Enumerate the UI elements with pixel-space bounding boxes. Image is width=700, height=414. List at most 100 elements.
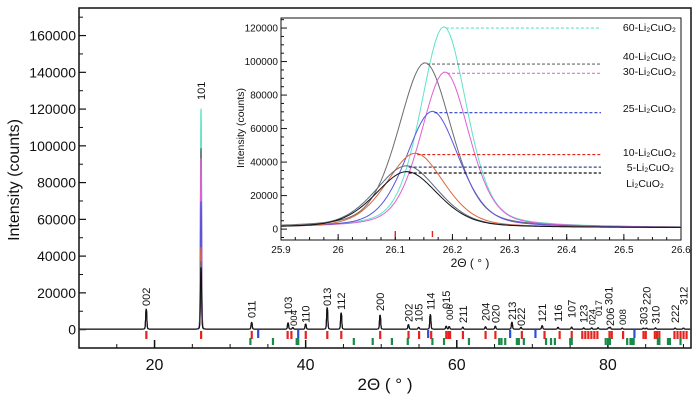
series-label: 40-Li₂CuO₂ [623, 51, 676, 63]
inset-x-tick-label: 25.9 [271, 245, 291, 256]
reference-tick-red [676, 331, 679, 339]
inset-y-tick-label: 60000 [250, 124, 278, 135]
inset-x-tick-label: 26.4 [557, 245, 577, 256]
inset-y-tick-label: 0 [272, 225, 278, 236]
inset-plot: 25.9 26 26.1 26.2 26.3 26.4 26.5 26.6 0 20000 4000… [230, 9, 691, 271]
inset-x-tick-label: 26.2 [443, 245, 463, 256]
peak-label-213: 213 [507, 302, 519, 320]
reference-tick-red [642, 331, 645, 339]
reference-tick-red [581, 331, 584, 339]
peak-label-220: 220 [641, 287, 653, 305]
reference-tick-red [584, 331, 587, 339]
peak-label-112: 112 [336, 292, 348, 310]
reference-tick-red [448, 331, 452, 339]
reference-tick-red [407, 331, 410, 339]
reference-tick-red [418, 331, 421, 339]
reference-tick-red [200, 331, 203, 339]
reference-tick-red [682, 331, 685, 339]
y-tick-label: 60000 [37, 211, 76, 227]
peak-label-312: 312 [678, 287, 690, 305]
series-label: 60-Li₂CuO₂ [623, 22, 676, 34]
x-tick-label: 60 [448, 357, 466, 374]
inset-y-tick-label: 20000 [250, 191, 278, 202]
inset-x-tick-label: 26.6 [671, 245, 691, 256]
inset-reference-tick [394, 231, 396, 237]
reference-tick-red [590, 331, 593, 339]
peak-label-200: 200 [375, 293, 387, 311]
inset-x-axis-label: 2Θ ( ° ) [451, 256, 490, 270]
reference-tick-red [593, 331, 596, 339]
reference-tick-red [644, 331, 647, 339]
reference-tick-green [371, 338, 374, 345]
reference-tick-green [271, 338, 275, 345]
inset-y-axis-label: Intensity (counts) [235, 88, 247, 168]
series-label: 25-Li₂CuO₂ [623, 103, 676, 115]
peak-label-206: 206 [605, 308, 617, 326]
reference-tick-red [679, 331, 682, 339]
x-tick-label: 80 [599, 357, 617, 374]
y-tick-label: 120000 [29, 101, 76, 117]
peak-label-008: 008 [618, 309, 629, 325]
reference-tick-green [553, 338, 556, 345]
main-pattern-line [79, 267, 691, 330]
reference-tick-green [498, 338, 501, 345]
reference-tick-green [500, 338, 503, 345]
series-label: Li₂CuO₂ [626, 178, 664, 190]
reference-tick-red [145, 331, 148, 339]
reference-tick-blue [509, 330, 512, 338]
reference-tick-red [653, 331, 656, 339]
peak-label-022: 022 [516, 308, 528, 326]
reference-tick-green [522, 338, 525, 345]
reference-tick-red [304, 331, 307, 339]
reference-tick-red [570, 331, 573, 339]
inset-y-tick-label: 40000 [250, 158, 278, 169]
reference-tick-green [297, 338, 300, 345]
y-tick-label: 160000 [29, 28, 76, 44]
reference-tick-red [250, 331, 253, 339]
reference-tick-blue [633, 330, 636, 338]
reference-tick-green [666, 338, 670, 345]
reference-tick-green [569, 338, 572, 345]
reference-tick-green [570, 338, 573, 345]
reference-tick-red [340, 331, 343, 339]
series-label: 5-Li₂CuO₂ [627, 162, 674, 174]
reference-tick-red [543, 331, 546, 339]
reference-tick-green [631, 338, 634, 345]
reference-tick-green [656, 338, 659, 345]
peak-label-211: 211 [458, 305, 470, 323]
peak-label-006: 006 [445, 304, 456, 320]
series-label: 10-Li₂CuO₂ [623, 147, 676, 159]
peak-label-310: 310 [650, 306, 662, 324]
reference-tick-green [549, 338, 553, 345]
reference-tick-green [629, 338, 632, 345]
reference-tick-red [379, 331, 382, 339]
reference-tick-green [668, 338, 672, 345]
peak-label-024: 024 [588, 309, 599, 325]
peak-label-116: 116 [553, 304, 565, 322]
reference-tick-red [484, 331, 487, 339]
reference-tick-red [494, 331, 497, 339]
reference-tick-red [447, 331, 450, 339]
peak-label-222: 222 [670, 305, 682, 323]
reference-tick-red [658, 331, 661, 339]
main-y-axis-label: Intensity (counts) [6, 119, 23, 241]
peak-label-114: 114 [425, 292, 437, 310]
reference-tick-blue [534, 330, 537, 338]
peak-label-013: 013 [322, 288, 334, 306]
reference-tick-green [626, 338, 629, 345]
y-tick-label: 40000 [37, 248, 76, 264]
reference-tick-green [544, 338, 548, 345]
reference-tick-blue [257, 330, 260, 338]
peak-label-015: 015 [441, 291, 453, 309]
series-label: 30-Li₂CuO₂ [623, 66, 676, 78]
reference-tick-red [656, 331, 659, 339]
reference-tick-green [632, 338, 635, 345]
inset-y-tick-label: 100000 [245, 57, 279, 68]
reference-tick-red [286, 331, 289, 339]
peak-label-303: 303 [638, 307, 650, 325]
reference-tick-red [445, 331, 448, 339]
x-tick-label: 20 [146, 357, 164, 374]
peak-label-105: 105 [414, 304, 426, 322]
peak-label-204: 204 [480, 303, 492, 321]
